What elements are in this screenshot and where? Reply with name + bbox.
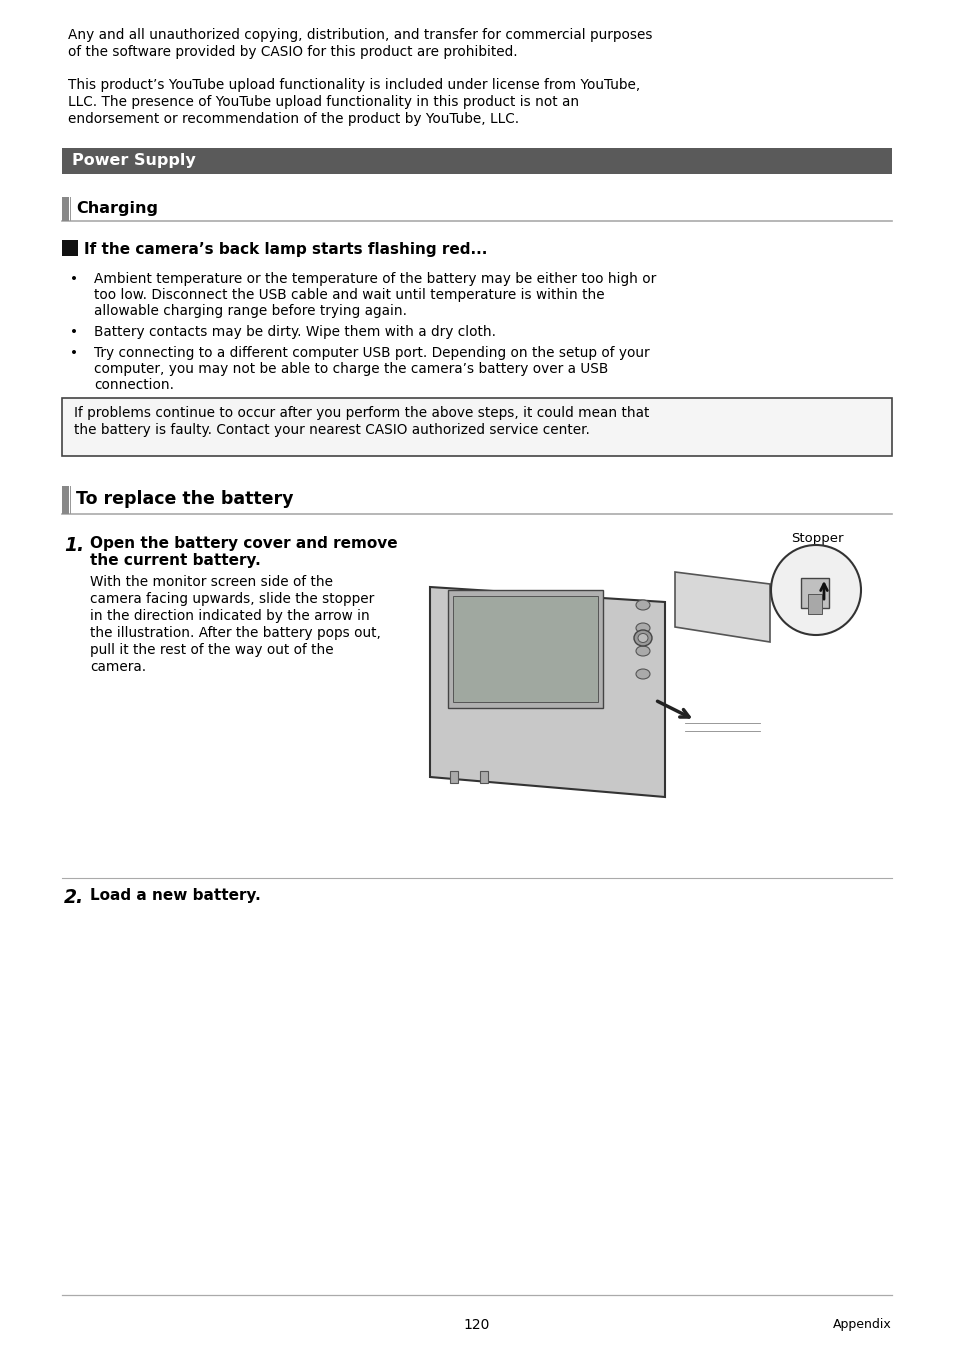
Bar (479, 771, 488, 783)
Ellipse shape (636, 600, 649, 611)
Text: Any and all unauthorized copying, distribution, and transfer for commercial purp: Any and all unauthorized copying, distri… (68, 28, 652, 42)
Text: in the direction indicated by the arrow in: in the direction indicated by the arrow … (90, 609, 370, 623)
Bar (62, 486, 69, 514)
Text: If the camera’s back lamp starts flashing red...: If the camera’s back lamp starts flashin… (84, 242, 487, 256)
Text: of the software provided by CASIO for this product are prohibited.: of the software provided by CASIO for th… (68, 45, 517, 58)
Bar (453, 596, 598, 702)
Polygon shape (430, 588, 664, 797)
Bar (807, 594, 821, 613)
Text: 1.: 1. (64, 536, 84, 555)
Ellipse shape (636, 646, 649, 655)
Ellipse shape (634, 630, 651, 646)
Bar (62, 240, 78, 256)
Bar (62, 398, 891, 456)
Text: Try connecting to a different computer USB port. Depending on the setup of your: Try connecting to a different computer U… (94, 346, 649, 360)
Text: To replace the battery: To replace the battery (76, 490, 294, 508)
Ellipse shape (636, 623, 649, 632)
Text: the illustration. After the battery pops out,: the illustration. After the battery pops… (90, 626, 380, 641)
Text: Open the battery cover and remove: Open the battery cover and remove (90, 536, 397, 551)
Text: Power Supply: Power Supply (71, 152, 195, 167)
Ellipse shape (638, 634, 647, 642)
Polygon shape (675, 573, 769, 642)
Text: •: • (70, 346, 78, 360)
Text: camera.: camera. (90, 660, 146, 674)
Text: This product’s YouTube upload functionality is included under license from YouTu: This product’s YouTube upload functional… (68, 77, 639, 92)
Bar (62, 148, 891, 174)
Text: Ambient temperature or the temperature of the battery may be either too high or: Ambient temperature or the temperature o… (94, 271, 656, 286)
Text: computer, you may not be able to charge the camera’s battery over a USB: computer, you may not be able to charge … (94, 362, 608, 376)
Text: pull it the rest of the way out of the: pull it the rest of the way out of the (90, 643, 334, 657)
Text: connection.: connection. (94, 379, 173, 392)
Text: With the monitor screen side of the: With the monitor screen side of the (90, 575, 333, 589)
Text: Appendix: Appendix (832, 1318, 891, 1331)
Text: Load a new battery.: Load a new battery. (90, 887, 260, 902)
Text: endorsement or recommendation of the product by YouTube, LLC.: endorsement or recommendation of the pro… (68, 113, 518, 126)
Circle shape (770, 546, 861, 635)
Text: •: • (70, 324, 78, 339)
Bar (62, 197, 69, 221)
Text: Stopper: Stopper (790, 532, 842, 546)
Text: the battery is faulty. Contact your nearest CASIO authorized service center.: the battery is faulty. Contact your near… (74, 423, 589, 437)
Text: allowable charging range before trying again.: allowable charging range before trying a… (94, 304, 407, 318)
Bar (801, 578, 828, 608)
Text: •: • (70, 271, 78, 286)
Bar (70, 486, 71, 514)
Text: 120: 120 (463, 1318, 490, 1333)
Text: camera facing upwards, slide the stopper: camera facing upwards, slide the stopper (90, 592, 374, 607)
Text: Charging: Charging (76, 201, 158, 216)
Text: If problems continue to occur after you perform the above steps, it could mean t: If problems continue to occur after you … (74, 406, 649, 421)
Text: Battery contacts may be dirty. Wipe them with a dry cloth.: Battery contacts may be dirty. Wipe them… (94, 324, 496, 339)
Text: LLC. The presence of YouTube upload functionality in this product is not an: LLC. The presence of YouTube upload func… (68, 95, 578, 109)
Bar (448, 590, 602, 708)
Bar (70, 197, 71, 221)
Ellipse shape (636, 669, 649, 678)
Text: too low. Disconnect the USB cable and wait until temperature is within the: too low. Disconnect the USB cable and wa… (94, 288, 604, 303)
Text: the current battery.: the current battery. (90, 554, 260, 569)
Bar (450, 771, 457, 783)
Text: 2.: 2. (64, 887, 84, 906)
